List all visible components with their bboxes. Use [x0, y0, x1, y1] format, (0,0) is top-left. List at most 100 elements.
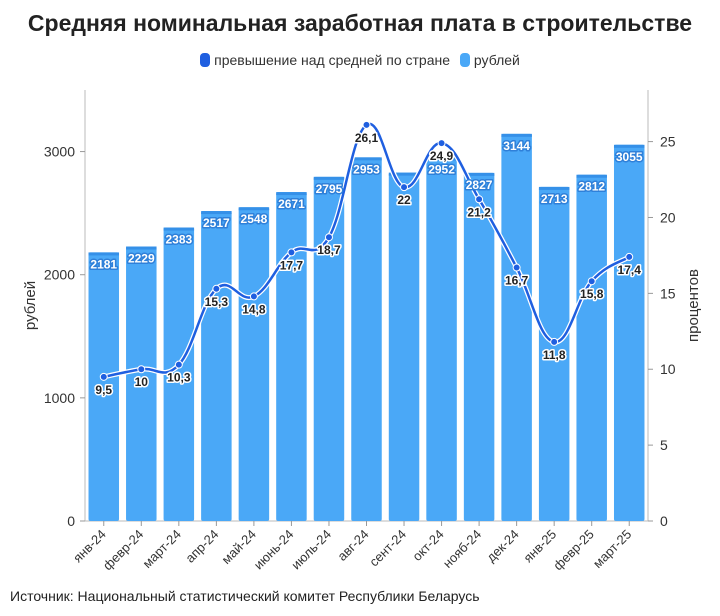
bar-top-edge [538, 186, 570, 190]
legend-swatch-line [200, 53, 211, 67]
bar-value-label: 2383 [165, 233, 192, 247]
bar-value-label: 2181 [90, 257, 117, 271]
line-point [324, 233, 333, 242]
line-value-label-halo: 17,4 [618, 263, 642, 277]
line-value-label: 10 [135, 375, 149, 389]
bar-top-edge [576, 174, 607, 178]
bar-top-edge [501, 133, 532, 137]
bar-top-edge [388, 172, 420, 176]
bar [463, 172, 495, 522]
line-point [287, 248, 296, 257]
legend: превышение над средней по стране рублей [0, 52, 720, 70]
y2-axis-title: процентов [685, 269, 702, 342]
line-point [400, 183, 409, 192]
source-note: Источник: Национальный статистический ко… [10, 588, 480, 604]
line-value-label: 10,3 [167, 371, 191, 385]
bar-value-label-halo: 2953 [353, 162, 380, 176]
x-tick-label: март-24 [140, 527, 184, 571]
bar-top-edge [313, 176, 345, 180]
bar-top-edge [126, 246, 157, 250]
bar [126, 246, 157, 521]
bar-value-label: 2952 [428, 162, 455, 176]
line-value-label-halo: 22 [397, 193, 411, 207]
bar [313, 176, 345, 521]
bar [163, 227, 195, 521]
y-tick-label: 2000 [44, 267, 75, 283]
line-value-label-halo: 24,9 [430, 149, 454, 163]
y2-tick-label: 5 [660, 437, 668, 453]
legend-item-bar[interactable]: рублей [459, 52, 520, 68]
y2-tick-label: 0 [660, 513, 668, 529]
line-value-label-halo: 26,1 [355, 131, 379, 145]
x-tick-label: февр-25 [550, 527, 597, 574]
line-point [212, 284, 221, 293]
bar-top-edge [201, 211, 232, 215]
x-tick-label: март-25 [590, 527, 634, 571]
bar [388, 172, 420, 522]
bar-top-edge [238, 207, 270, 211]
bar-value-label-halo: 2795 [316, 182, 343, 196]
bar-top-edge [163, 227, 195, 231]
line-point [475, 195, 484, 204]
line-value-label-halo: 15,3 [205, 295, 229, 309]
x-tick-label: дек-24 [483, 527, 521, 565]
line-value-label-halo: 10 [135, 375, 149, 389]
x-tick-label: сент-24 [366, 527, 409, 570]
line-value-label: 16,7 [505, 274, 529, 288]
bar-value-label: 2548 [241, 212, 268, 226]
bar-value-label: 2229 [128, 252, 155, 266]
x-tick-label: июль-24 [288, 527, 334, 573]
bar [538, 186, 570, 521]
bar-value-label-halo: 3144 [503, 139, 530, 153]
line-value-label: 15,3 [205, 295, 229, 309]
x-tick-label: февр-24 [100, 527, 147, 574]
bar-top-edge [88, 252, 120, 256]
y2-tick-label: 20 [660, 209, 676, 225]
bar [351, 157, 382, 522]
bar-value-label-halo: 2713 [541, 192, 568, 206]
bar-value-label-halo: 2181 [90, 257, 117, 271]
line-value-label-halo: 18,7 [317, 243, 341, 257]
line-value-label: 26,1 [355, 131, 379, 145]
bar-value-label: 2671 [278, 197, 305, 211]
bar [276, 192, 307, 521]
bar-top-edge [463, 172, 495, 176]
bar-value-label-halo: 2827 [466, 178, 493, 192]
line-value-label: 18,7 [317, 243, 341, 257]
x-tick-label: июнь-24 [251, 527, 297, 573]
line-value-label-halo: 15,8 [580, 287, 604, 301]
y2-tick-label: 15 [660, 285, 676, 301]
line-point [99, 372, 108, 381]
bar-top-edge [351, 157, 382, 161]
x-tick-label: апр-24 [182, 527, 221, 566]
line-value-label: 15,8 [580, 287, 604, 301]
y2-tick-label: 10 [660, 361, 676, 377]
line-value-label-halo: 10,3 [167, 371, 191, 385]
line-value-label: 22 [397, 193, 411, 207]
line-point [137, 365, 146, 374]
bar-top-edge [426, 157, 457, 161]
x-tick-label: нояб-24 [440, 527, 484, 571]
line-value-label-halo: 11,8 [543, 348, 566, 362]
bar-value-label-halo: 2383 [165, 233, 192, 247]
bar-value-label-halo: 2517 [203, 216, 230, 230]
legend-label-bar: рублей [473, 52, 520, 68]
bar [238, 207, 270, 521]
line-value-label-halo: 17,7 [280, 258, 304, 272]
y-tick-label: 0 [67, 513, 75, 529]
bar-top-edge [276, 192, 307, 196]
legend-item-line[interactable]: превышение над средней по стране [200, 52, 450, 68]
bar [88, 252, 120, 522]
y-tick-label: 1000 [44, 390, 75, 406]
line-point [550, 337, 559, 346]
bar-value-label: 3144 [503, 139, 530, 153]
line-value-label: 21,2 [467, 205, 491, 219]
line-point [362, 120, 371, 129]
bar-value-label: 2517 [203, 216, 230, 230]
line-point [174, 360, 183, 369]
bar-value-label: 2795 [316, 182, 343, 196]
y-tick-label: 3000 [44, 144, 75, 160]
line-value-label: 9,5 [95, 383, 112, 397]
bar-value-label-halo: 2548 [241, 212, 268, 226]
